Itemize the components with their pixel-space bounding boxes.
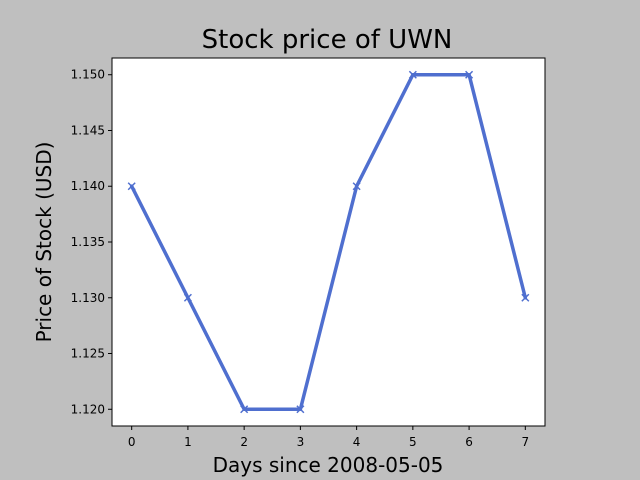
y-tick-label: 1.125 xyxy=(71,347,105,361)
y-axis-label: Price of Stock (USD) xyxy=(32,142,56,343)
chart-title: Stock price of UWN xyxy=(202,25,453,55)
x-tick-label: 0 xyxy=(128,435,136,449)
y-tick-label: 1.120 xyxy=(71,402,105,416)
y-tick-label: 1.130 xyxy=(71,291,105,305)
x-tick-label: 3 xyxy=(297,435,305,449)
x-tick-label: 6 xyxy=(465,435,473,449)
y-axis: 1.120 1.125 1.130 1.135 1.140 1.145 1.150 xyxy=(71,68,112,416)
data-point-marker xyxy=(408,70,417,79)
data-point-marker xyxy=(183,293,192,302)
plot-area xyxy=(111,57,546,427)
x-tick-label: 2 xyxy=(240,435,248,449)
x-tick-label: 5 xyxy=(409,435,417,449)
y-tick-label: 1.140 xyxy=(71,179,105,193)
series-polyline xyxy=(129,72,528,412)
x-tick-label: 7 xyxy=(521,435,529,449)
data-point-marker xyxy=(296,405,305,414)
y-tick-label: 1.135 xyxy=(71,235,105,249)
data-point-marker xyxy=(352,182,361,191)
y-tick-label: 1.150 xyxy=(71,68,105,82)
y-tick-label: 1.145 xyxy=(71,123,105,137)
x-tick-label: 4 xyxy=(353,435,361,449)
data-point-marker xyxy=(127,182,136,191)
data-point-marker xyxy=(465,70,474,79)
data-point-marker xyxy=(240,405,249,414)
x-axis-label: Days since 2008-05-05 xyxy=(213,453,444,477)
x-tick-label: 1 xyxy=(184,435,192,449)
series-line xyxy=(127,70,530,414)
x-axis: 0 1 2 3 4 5 6 7 xyxy=(128,426,529,449)
data-point-marker xyxy=(521,293,530,302)
